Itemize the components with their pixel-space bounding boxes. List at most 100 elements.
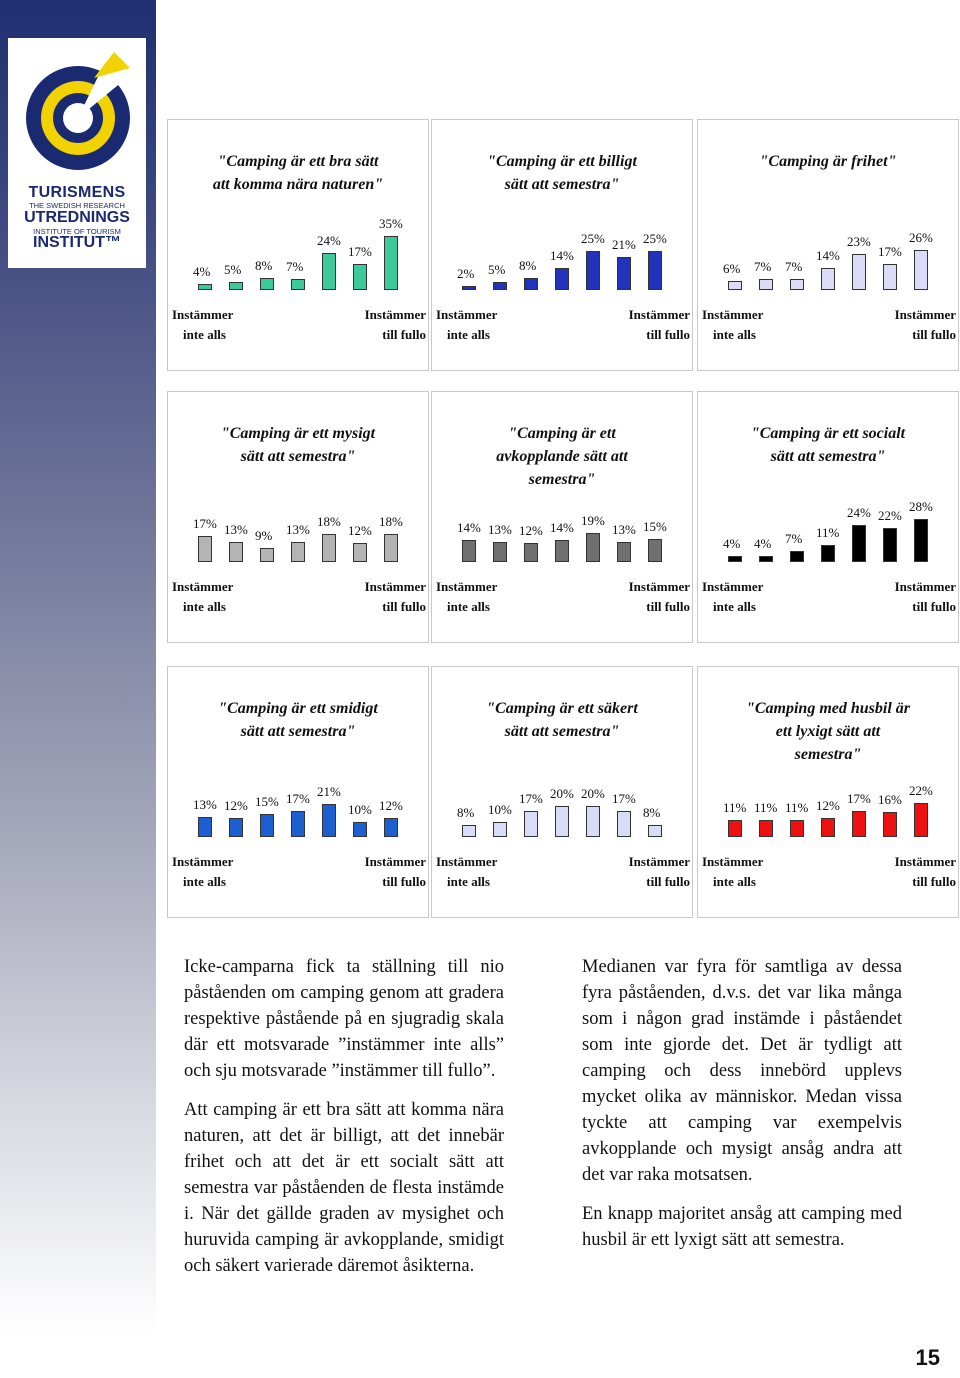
- chart-bar: [198, 816, 212, 837]
- bar-area: 8% 10% 17% 20% 20% 17% 8%: [432, 667, 692, 837]
- chart-bar: [493, 541, 507, 562]
- logo-text-institut: INSTITUT™: [33, 234, 121, 251]
- data-label: 9%: [255, 528, 273, 544]
- chart-title: "Camping är ett smidigt sätt att semestra…: [218, 700, 378, 740]
- data-label: 21%: [612, 237, 636, 253]
- axis-label-right-line1: Instämmer: [364, 854, 426, 869]
- chart-bar: [260, 277, 274, 290]
- axis-label-left-line2: inte alls: [713, 599, 756, 614]
- bar-area: 6% 7% 7% 14% 23% 17% 26%: [698, 120, 958, 290]
- chart-bar: [384, 818, 398, 837]
- axis-label-right: Instämmer till fullo: [365, 577, 426, 617]
- chart-title: "Camping är ett billigt sätt att semestra…: [487, 153, 637, 193]
- chart-bar: [821, 268, 835, 290]
- paragraph: Medianen var fyra för samtliga av dessa …: [582, 957, 902, 1185]
- chart-panel: "Camping med husbil är ett lyxigt sätt at…: [697, 666, 959, 918]
- data-label: 12%: [519, 523, 543, 539]
- chart-bar: [384, 534, 398, 562]
- axis-label-left-line2: inte alls: [713, 327, 756, 342]
- chart-bar: [229, 818, 243, 837]
- data-label: 17%: [519, 790, 543, 806]
- chart-title: "Camping är ett socialt sätt att semestra…: [750, 425, 906, 465]
- chart-bar: [524, 277, 538, 290]
- axis-label-right-line1: Instämmer: [364, 579, 426, 594]
- axis-label-left-line1: Instämmer: [436, 307, 498, 322]
- data-label: 20%: [550, 786, 574, 801]
- chart-title: "Camping är frihet": [759, 153, 897, 170]
- data-label: 13%: [488, 521, 512, 537]
- axis-label-right: Instämmer till fullo: [365, 305, 426, 345]
- chart-bar: [462, 824, 476, 837]
- chart-bar: [462, 540, 476, 562]
- logo-emblem-icon: [26, 52, 134, 170]
- chart-panel: "Camping är ett säkert sätt att semestra"…: [431, 666, 693, 918]
- chart-bar: [555, 540, 569, 562]
- chart-bar: [759, 819, 773, 837]
- chart-bar: [914, 802, 928, 837]
- bar-area: 14% 13% 12% 14% 19% 13% 15%: [432, 392, 692, 562]
- chart-panel: "Camping är ett avkopplande sätt att semes…: [431, 391, 693, 643]
- axis-label-right-line1: Instämmer: [894, 854, 956, 869]
- axis-label-right: Instämmer till fullo: [895, 577, 956, 617]
- data-label: 5%: [224, 262, 242, 278]
- data-label: 4%: [193, 263, 211, 279]
- chart-bar: [555, 268, 569, 290]
- axis-label-right: Instämmer till fullo: [895, 305, 956, 345]
- chart-bar: [462, 286, 476, 290]
- axis-label-left: Instämmer inte alls: [436, 305, 497, 345]
- data-label: 23%: [847, 234, 871, 250]
- axis-label-left-line1: Instämmer: [702, 854, 764, 869]
- chart-bar: [260, 548, 274, 562]
- axis-label-right-line1: Instämmer: [894, 579, 956, 594]
- axis-label-right-line2: till fullo: [382, 874, 426, 889]
- data-label: 22%: [909, 782, 933, 798]
- data-label: 7%: [286, 259, 304, 275]
- chart-bar: [260, 813, 274, 837]
- chart-title: "Camping är ett bra sätt att komma nära n…: [212, 153, 384, 193]
- bar-area: 2% 5% 8% 14% 25% 21% 25%: [432, 120, 692, 290]
- chart-bar: [759, 279, 773, 290]
- axis-label-right-line2: till fullo: [912, 874, 956, 889]
- axis-label-left: Instämmer inte alls: [702, 577, 763, 617]
- chart-bar: [790, 279, 804, 290]
- chart-bar: [852, 810, 866, 837]
- axis-label-left-line1: Instämmer: [172, 307, 234, 322]
- chart-panel: "Camping är ett bra sätt att komma nära n…: [167, 119, 429, 371]
- data-label: 17%: [286, 790, 310, 806]
- logo-text-turismens: TURISMENS: [28, 184, 126, 201]
- chart-bar: [883, 263, 897, 290]
- chart-bar: [821, 544, 835, 562]
- chart-bar: [617, 257, 631, 290]
- paragraph: Att camping är ett bra sätt att komma nä…: [184, 1100, 504, 1276]
- chart-bar: [648, 251, 662, 290]
- logo-text-institute-of-tourism: INSTITUTE OF TOURISM: [33, 227, 121, 236]
- data-label: 25%: [643, 231, 667, 247]
- chart-bar: [790, 551, 804, 562]
- data-label: 11%: [785, 799, 809, 815]
- data-label: 16%: [878, 792, 902, 808]
- data-label: 13%: [286, 521, 310, 537]
- chart-bar: [524, 810, 538, 837]
- data-label: 17%: [612, 790, 636, 806]
- chart-bar: [493, 282, 507, 290]
- chart-panel: "Camping är ett socialt sätt att semestra…: [697, 391, 959, 643]
- axis-label-left-line2: inte alls: [447, 599, 490, 614]
- data-label: 11%: [723, 799, 747, 815]
- chart-title: "Camping är ett mysigt sätt att semestra": [220, 425, 376, 465]
- axis-label-left: Instämmer inte alls: [436, 577, 497, 617]
- axis-label-right: Instämmer till fullo: [365, 852, 426, 892]
- logo-text-utrednings: UTREDNINGS: [24, 209, 130, 226]
- data-label: 19%: [581, 512, 605, 528]
- chart-bar: [229, 541, 243, 562]
- data-label: 21%: [317, 784, 341, 800]
- data-label: 14%: [550, 520, 574, 536]
- chart-bar: [852, 524, 866, 562]
- bar-area: 4% 4% 7% 11% 24% 22% 28%: [698, 392, 958, 562]
- axis-label-right-line1: Instämmer: [894, 307, 956, 322]
- data-label: 17%: [847, 790, 871, 806]
- axis-label-left: Instämmer inte alls: [172, 577, 233, 617]
- chart-bar: [353, 543, 367, 562]
- axis-label-right-line2: till fullo: [382, 599, 426, 614]
- data-label: 11%: [816, 524, 840, 540]
- data-label: 8%: [255, 257, 273, 273]
